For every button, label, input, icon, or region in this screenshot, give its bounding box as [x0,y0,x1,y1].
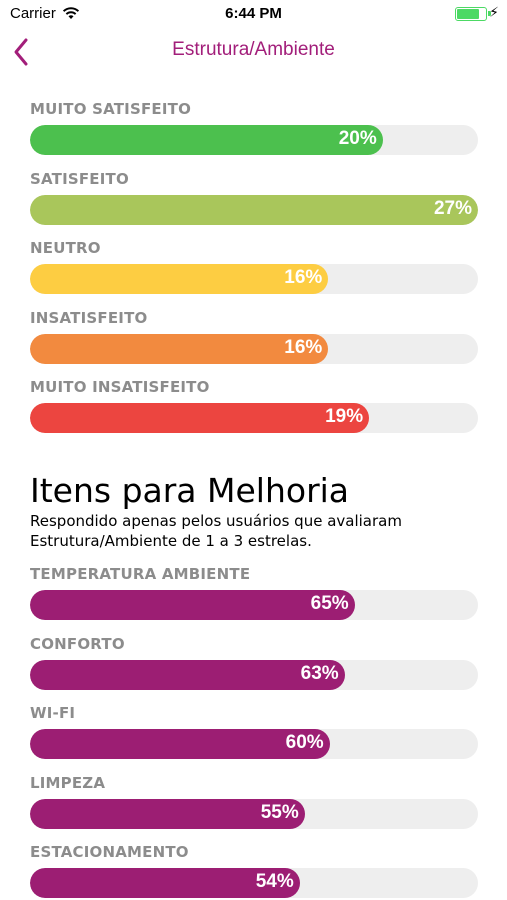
satisfaction-bar-label: INSATISFEITO [30,308,148,327]
improvement-subtitle: Respondido apenas pelos usuários que ava… [30,512,402,550]
wifi-icon [62,7,80,19]
satisfaction-bar-row: NEUTRO 16% [30,231,478,301]
clock: 6:44 PM [225,5,282,22]
improvement-bar-track: 60% [30,729,478,759]
satisfaction-bar-track: 20% [30,125,478,155]
improvement-bar-label: ESTACIONAMENTO [30,843,189,861]
improvement-bar-track: 55% [30,798,478,829]
page-title: Estrutura/Ambiente [172,39,335,60]
improvement-chart: TEMPERATURA AMBIENTE 65% CONFORTO 63% WI-FI 6… [30,557,478,900]
satisfaction-bar-value: 16% [284,336,323,358]
improvement-bar-value: 60% [285,732,324,753]
battery-icon [455,7,491,21]
improvement-bar-label: CONFORTO [30,634,125,653]
satisfaction-bar-value: 19% [325,406,364,427]
improvement-bar-row: ESTACIONAMENTO 54% [30,835,478,900]
improvement-bar-label: LIMPEZA [30,773,106,792]
status-bar: Carrier 6:44 PM ⚡ [0,0,507,30]
satisfaction-bar-value: 20% [338,128,377,149]
satisfaction-bar-fill: 27% [30,194,478,225]
navigation-bar: Estrutura/Ambiente [0,30,507,74]
back-button[interactable] [8,34,38,70]
satisfaction-bar-fill: 16% [30,264,329,294]
improvement-bar-fill: 54% [30,868,300,898]
satisfaction-bar-value: 27% [433,197,472,219]
satisfaction-bar-value: 16% [284,267,323,288]
improvement-bar-track: 54% [30,868,478,898]
satisfaction-bar-label: SATISFEITO [30,169,129,188]
satisfaction-chart: MUITO SATISFEITO 20% SATISFEITO 27% NEUTRO 16… [30,92,478,440]
satisfaction-bar-label: NEUTRO [30,239,101,257]
satisfaction-bar-row: MUITO INSATISFEITO 19% [30,370,478,440]
satisfaction-bar-track: 16% [30,264,478,294]
chevron-left-icon [14,38,28,66]
improvement-bar-fill: 63% [30,659,345,690]
satisfaction-bar-fill: 16% [30,333,329,364]
improvement-bar-row: TEMPERATURA AMBIENTE 65% [30,557,478,627]
improvement-bar-value: 54% [255,871,294,892]
improvement-bar-track: 65% [30,590,478,620]
improvement-bar-value: 63% [300,662,339,684]
improvement-bar-row: CONFORTO 63% [30,627,478,697]
improvement-bar-fill: 55% [30,798,305,829]
improvement-bar-fill: 65% [30,590,355,620]
improvement-bar-row: WI-FI 60% [30,696,478,766]
satisfaction-bar-row: SATISFEITO 27% [30,162,478,232]
satisfaction-bar-track: 27% [30,194,478,225]
charging-icon: ⚡ [489,5,499,21]
carrier-label: Carrier [10,5,56,22]
improvement-bar-row: LIMPEZA 55% [30,766,478,836]
satisfaction-bar-label: MUITO INSATISFEITO [30,378,210,396]
improvement-bar-value: 65% [310,593,349,614]
improvement-title: Itens para Melhoria [30,471,350,510]
satisfaction-bar-track: 16% [30,333,478,364]
improvement-bar-fill: 60% [30,729,330,759]
improvement-bar-value: 55% [260,801,299,823]
satisfaction-bar-row: MUITO SATISFEITO 20% [30,92,478,162]
satisfaction-bar-row: INSATISFEITO 16% [30,301,478,371]
improvement-bar-label: TEMPERATURA AMBIENTE [30,565,251,583]
satisfaction-bar-label: MUITO SATISFEITO [30,100,192,118]
improvement-bar-label: WI-FI [30,704,76,722]
satisfaction-bar-fill: 20% [30,125,383,155]
improvement-bar-track: 63% [30,659,478,690]
satisfaction-bar-track: 19% [30,403,478,433]
satisfaction-bar-fill: 19% [30,403,370,433]
